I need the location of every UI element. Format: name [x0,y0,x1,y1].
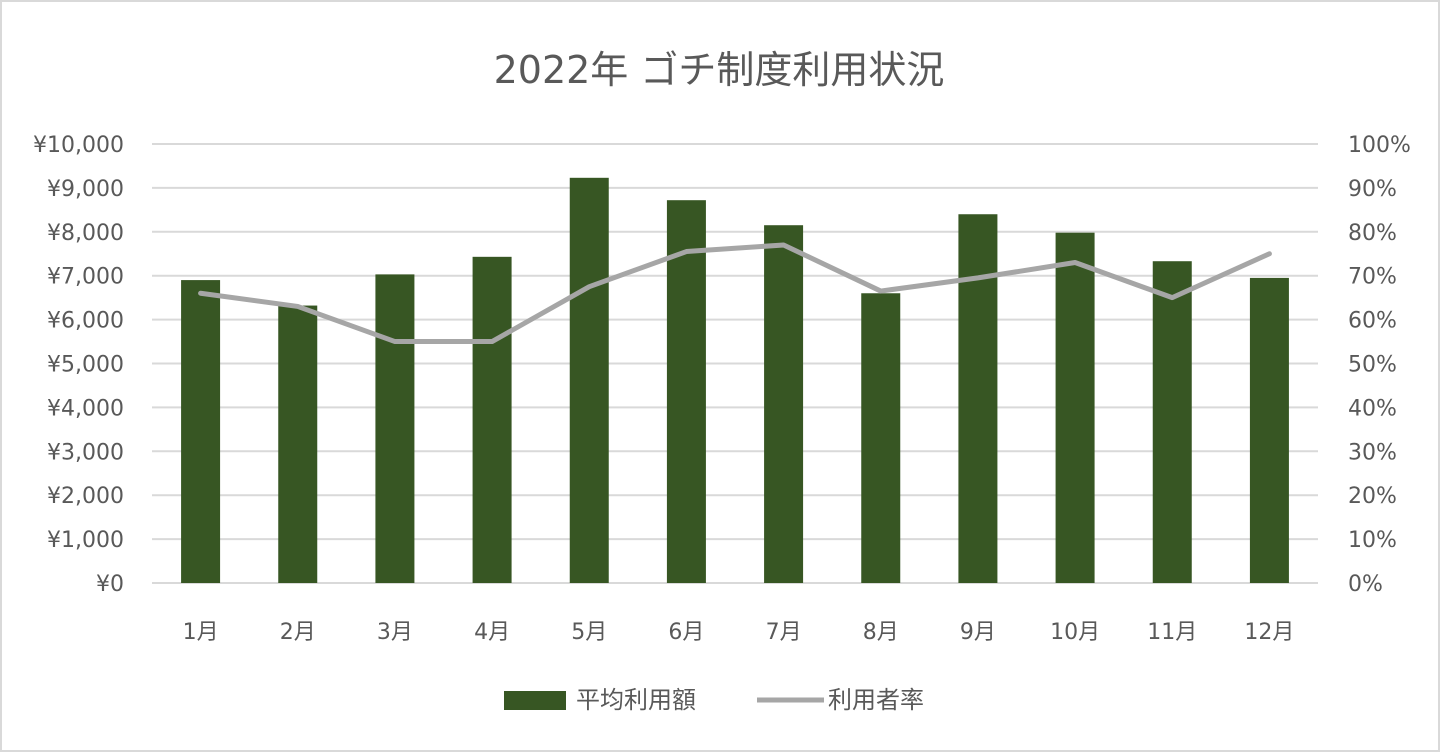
x-tick-label: 7月 [766,620,802,645]
line-point [685,251,687,253]
right-tick-label: 0% [1348,572,1383,597]
right-tick-label: 90% [1348,177,1397,202]
chart-title: 2022年 ゴチ制度利用状況 [494,48,945,92]
line-point [297,305,299,307]
bar [181,280,221,583]
right-tick-label: 30% [1348,440,1397,465]
legend: 平均利用額 利用者率 [504,686,924,714]
x-axis-ticks: 1月 2月 3月 4月 5月 6月 7月 8月 9月 10月 11月 12月 [183,620,1295,645]
right-tick-label: 50% [1348,353,1397,378]
x-tick-label: 12月 [1244,620,1294,645]
left-tick-label: ¥2,000 [47,484,124,509]
bar [1152,261,1192,583]
x-tick-label: 9月 [960,620,996,645]
left-tick-label: ¥4,000 [47,396,124,421]
bar [569,177,609,584]
line-point [1268,253,1270,255]
line-point [491,341,493,343]
left-tick-label: ¥6,000 [47,309,124,334]
line-point [200,292,202,294]
x-tick-label: 3月 [377,620,413,645]
x-tick-label: 2月 [280,620,316,645]
left-tick-label: ¥7,000 [47,265,124,290]
left-tick-label: ¥8,000 [47,221,124,246]
right-tick-label: 40% [1348,396,1397,421]
x-tick-label: 6月 [668,620,704,645]
bar [1249,277,1289,583]
line-point [783,244,785,246]
legend-bar-label: 平均利用額 [576,686,696,714]
line-point [977,277,979,279]
bar [1055,232,1095,584]
line-series [198,242,1272,345]
x-tick-label: 5月 [571,620,607,645]
left-tick-label: ¥10,000 [33,133,124,158]
right-tick-label: 10% [1348,528,1397,553]
line-point [588,286,590,288]
right-tick-label: 70% [1348,265,1397,290]
left-tick-label: ¥5,000 [47,353,124,378]
line-point [880,290,882,292]
bar [375,274,415,583]
x-tick-label: 4月 [474,620,510,645]
right-axis-ticks: 0% 10% 20% 30% 40% 50% 60% 70% 80% 90% 100% [1348,133,1411,597]
line-point [394,341,396,343]
x-tick-label: 11月 [1147,620,1197,645]
gridlines [152,143,1318,584]
right-tick-label: 100% [1348,133,1411,158]
x-tick-label: 1月 [183,620,219,645]
bar [764,225,804,583]
bar-series [181,177,1289,584]
legend-line-label: 利用者率 [828,686,924,714]
left-tick-label: ¥3,000 [47,440,124,465]
line-point [1171,297,1173,299]
left-tick-label: ¥1,000 [47,528,124,553]
right-tick-label: 20% [1348,484,1397,509]
bar [666,200,706,583]
x-tick-label: 10月 [1050,620,1100,645]
x-tick-label: 8月 [863,620,899,645]
left-tick-label: ¥0 [96,572,124,597]
line-point [1074,262,1076,264]
bar [278,305,318,583]
usage-rate-line [198,242,1272,345]
left-tick-label: ¥9,000 [47,177,124,202]
legend-bar-swatch [504,691,566,710]
right-tick-label: 60% [1348,309,1397,334]
left-axis-ticks: ¥0 ¥1,000 ¥2,000 ¥3,000 ¥4,000 ¥5,000 ¥6,000 ¥7… [33,133,124,597]
right-tick-label: 80% [1348,221,1397,246]
bar [958,214,998,584]
bar [472,256,512,583]
bar [861,293,901,583]
